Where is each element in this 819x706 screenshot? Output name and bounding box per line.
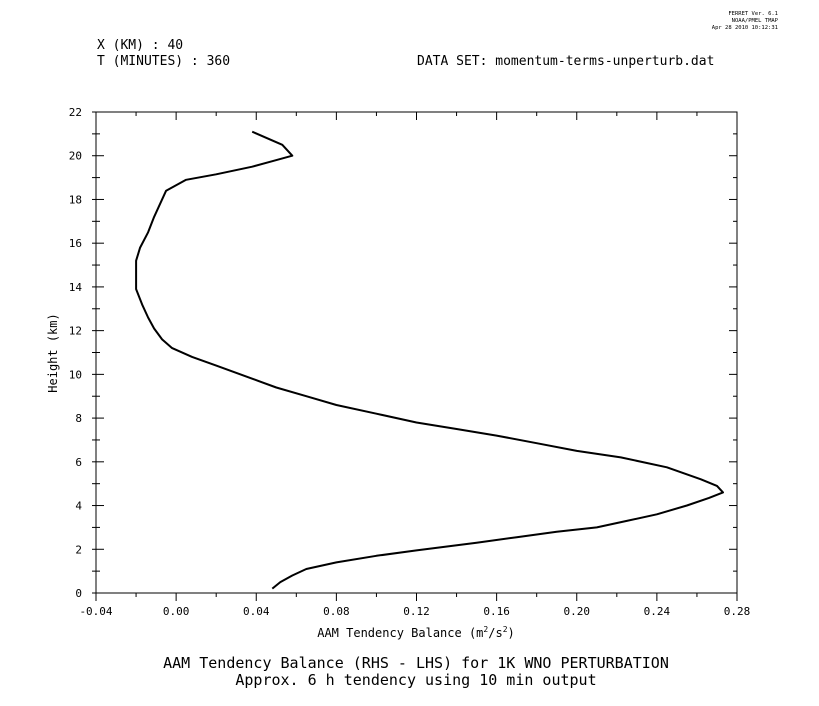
ferret-stamp: FERRET Ver. 6.1 NOAA/PMEL TMAP Apr 28 20… bbox=[712, 11, 779, 31]
stamp-line-1: FERRET Ver. 6.1 bbox=[728, 11, 778, 17]
x-axis-label-sup1: 2 bbox=[483, 625, 488, 634]
stamp-line-3: Apr 28 2010 10:12:31 bbox=[712, 25, 778, 31]
y-axis-ticks: 0 2 4 6 8 10 12 14 16 18 20 22 bbox=[69, 106, 737, 600]
header-x-km: X (KM) : 40 bbox=[97, 38, 183, 53]
stamp-line-2: NOAA/PMEL TMAP bbox=[732, 18, 779, 24]
y-tick-label: 16 bbox=[69, 237, 82, 250]
x-tick-label: 0.16 bbox=[483, 605, 510, 618]
x-axis-label-end: ) bbox=[508, 626, 515, 640]
series-line bbox=[135, 130, 724, 590]
y-axis-label: Height (km) bbox=[46, 313, 60, 392]
x-tick-label: -0.04 bbox=[79, 605, 112, 618]
chart-title-line-2: Approx. 6 h tendency using 10 min output bbox=[235, 671, 596, 689]
y-tick-label: 22 bbox=[69, 106, 82, 119]
x-tick-label: 0.04 bbox=[243, 605, 270, 618]
y-tick-label: 14 bbox=[69, 281, 83, 294]
x-axis-ticks: -0.04 0.00 0.04 0.08 0.12 0.16 0.20 0.24 0.28 bbox=[79, 112, 750, 618]
y-tick-label: 0 bbox=[75, 587, 82, 600]
y-tick-label: 12 bbox=[69, 325, 82, 338]
x-axis-label-sup2: 2 bbox=[503, 625, 508, 634]
plot-frame bbox=[95, 111, 738, 594]
x-axis-label-main: AAM Tendency Balance (m bbox=[317, 626, 483, 640]
x-tick-label: 0.12 bbox=[403, 605, 430, 618]
x-axis-label: AAM Tendency Balance (m2/s2) bbox=[317, 625, 515, 640]
y-tick-label: 18 bbox=[69, 193, 82, 206]
y-tick-label: 4 bbox=[75, 500, 82, 513]
chart-title-line-1: AAM Tendency Balance (RHS - LHS) for 1K … bbox=[163, 654, 669, 672]
x-axis-label-mid: /s bbox=[488, 626, 502, 640]
y-tick-label: 6 bbox=[75, 456, 82, 469]
x-tick-label: 0.00 bbox=[163, 605, 190, 618]
x-tick-label: 0.08 bbox=[323, 605, 350, 618]
x-tick-label: 0.28 bbox=[724, 605, 751, 618]
header-dataset: DATA SET: momentum-terms-unperturb.dat bbox=[417, 54, 714, 69]
x-tick-label: 0.20 bbox=[564, 605, 591, 618]
header-t-minutes: T (MINUTES) : 360 bbox=[97, 54, 230, 69]
y-tick-label: 20 bbox=[69, 150, 82, 163]
y-tick-label: 8 bbox=[75, 412, 82, 425]
y-tick-label: 10 bbox=[69, 368, 82, 381]
y-tick-label: 2 bbox=[75, 543, 82, 556]
x-tick-label: 0.24 bbox=[644, 605, 671, 618]
